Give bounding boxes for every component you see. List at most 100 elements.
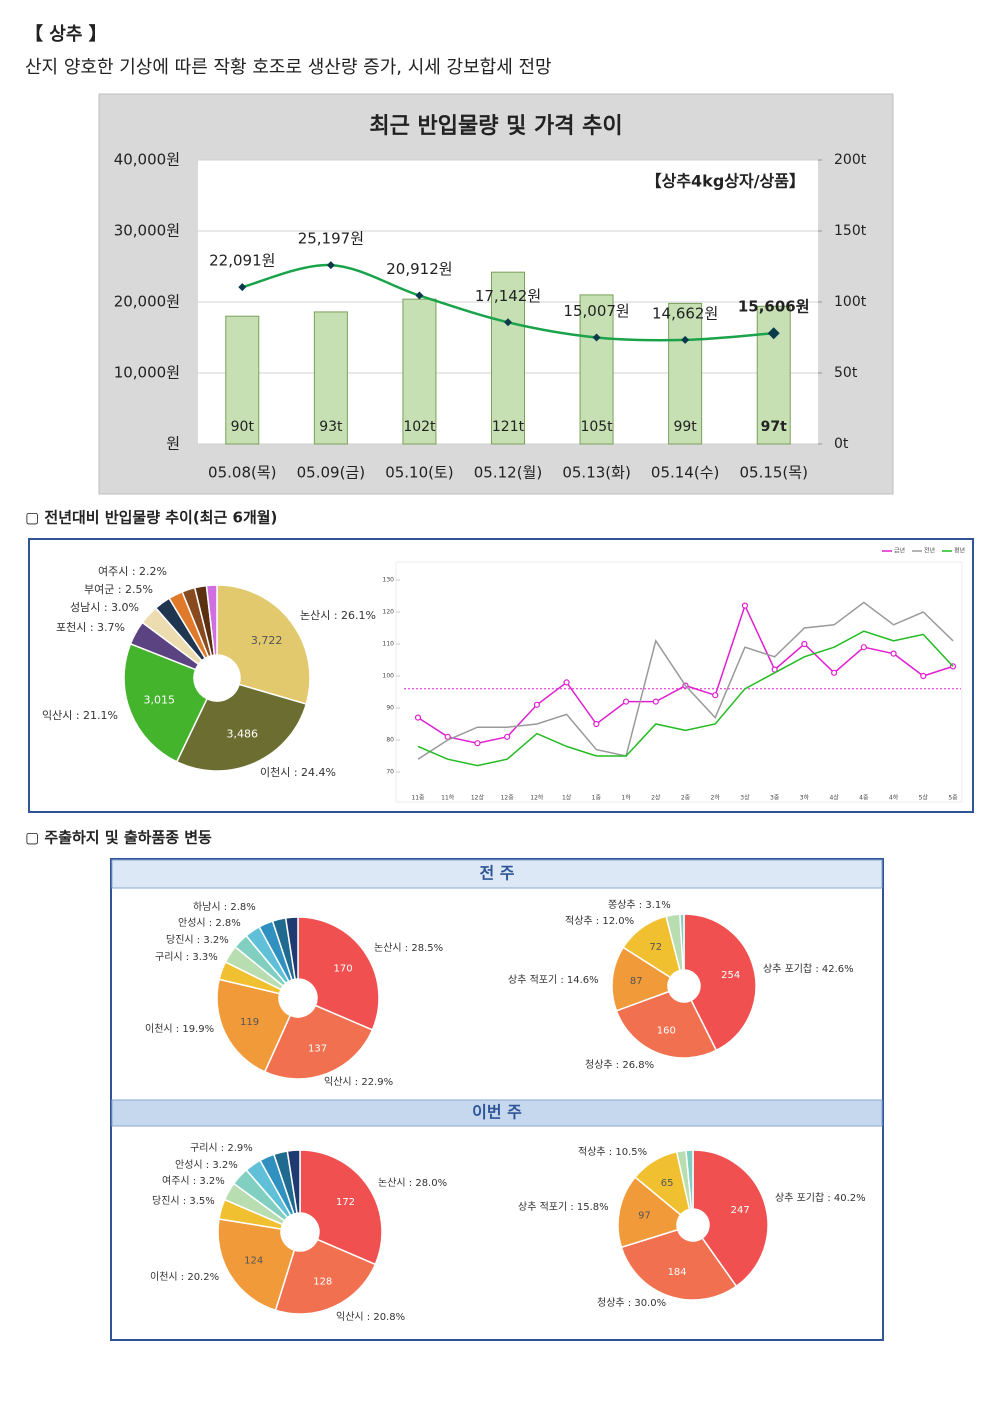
- slice-amount-label: 184: [668, 1267, 687, 1278]
- x-tick-label: 05.10(토): [385, 464, 453, 482]
- section-heading: ▢ 전년대비 반입물량 추이(최근 6개월): [25, 509, 277, 527]
- section-heading: ▢ 주출하지 및 출하품종 변동: [25, 829, 212, 847]
- slice-label: 익산시 : 22.9%: [324, 1076, 393, 1088]
- donut-slice: [615, 990, 718, 1059]
- slice-label: 상추 적포기 : 15.8%: [518, 1201, 609, 1213]
- bar-value-label: 97t: [761, 419, 787, 435]
- price-point: [415, 291, 424, 300]
- bar-value-label: 105t: [580, 419, 613, 435]
- slice-label: 당진시 : 3.5%: [152, 1195, 215, 1207]
- series-point: [593, 720, 600, 728]
- bar-value-label: 99t: [673, 419, 697, 435]
- x-tick-label: 1중: [592, 795, 602, 802]
- bar: [402, 298, 437, 445]
- slice-amount-label: 128: [313, 1277, 332, 1288]
- slice-amount-label: 254: [721, 970, 740, 981]
- page-title: 【 상추 】: [25, 24, 107, 45]
- slice-label: 논산시 : 28.0%: [378, 1177, 447, 1189]
- price-label: 14,662원: [652, 304, 718, 322]
- slice-label: 이천시 : 24.4%: [260, 765, 336, 779]
- price-point: [592, 333, 601, 342]
- y-tick-label: 20,000원: [114, 293, 180, 311]
- y-tick-label: 30,000원: [114, 222, 180, 240]
- y-tick-label: 100: [383, 673, 395, 680]
- slice-label: 포천시 : 3.7%: [56, 620, 125, 634]
- slice-label: 논산시 : 26.1%: [300, 609, 376, 622]
- slice-label: 하남시 : 2.8%: [193, 900, 256, 913]
- x-tick-label: 3하: [800, 794, 810, 802]
- price-label: 25,197원: [298, 230, 364, 248]
- bar: [225, 315, 260, 445]
- series-point: [652, 698, 659, 705]
- slice-label: 익산시 : 20.8%: [336, 1311, 405, 1323]
- slice-amount-label: 119: [240, 1017, 259, 1028]
- x-tick-label: 05.08(목): [208, 464, 276, 482]
- slice-label: 여주시 : 2.2%: [98, 565, 167, 578]
- slice-label: 이천시 : 19.9%: [145, 1023, 214, 1035]
- slice-label: 적상추 : 12.0%: [565, 915, 634, 927]
- slice-amount-label: 87: [630, 976, 643, 987]
- slice-label: 논산시 : 28.5%: [374, 942, 443, 954]
- bar: [668, 302, 703, 445]
- slice-amount-label: 65: [661, 1178, 674, 1189]
- y-tick-label: 70: [386, 769, 394, 776]
- slice-amount-label: 3,722: [251, 634, 283, 647]
- legend-label: 전년: [924, 547, 935, 555]
- x-tick-label: 05.15(목): [739, 464, 807, 482]
- x-tick-label: 4상: [829, 794, 839, 802]
- slice-label: 안성시 : 3.2%: [175, 1159, 238, 1171]
- donut-slice: [679, 913, 685, 971]
- y-tick-label: 80: [386, 737, 394, 744]
- x-tick-label: 12중: [501, 795, 515, 802]
- slice-amount-label: 72: [649, 942, 662, 953]
- series-line: [417, 630, 954, 767]
- slice-label: 상추 적포기 : 14.6%: [508, 974, 599, 986]
- x-tick-label: 05.09(금): [297, 464, 365, 482]
- x-tick-label: 05.14(수): [651, 464, 719, 482]
- y-tick-label: 40,000원: [114, 151, 180, 169]
- x-tick-label: 1하: [621, 794, 631, 802]
- price-point: [681, 335, 690, 344]
- x-tick-label: 2중: [681, 795, 691, 802]
- panel-header: [111, 859, 883, 889]
- slice-label: 청상추 : 26.8%: [585, 1059, 654, 1071]
- price-label: 20,912원: [386, 260, 452, 278]
- x-tick-label: 05.13(화): [562, 464, 630, 482]
- donut-slice: [685, 1149, 694, 1210]
- price-point: [238, 283, 247, 292]
- donut-slice: [216, 584, 311, 706]
- x-tick-label: 4중: [859, 795, 869, 802]
- series-point: [920, 672, 927, 680]
- series-point: [533, 701, 540, 708]
- panel-title: 전 주: [479, 864, 514, 883]
- panel-title: 이번 주: [472, 1103, 522, 1122]
- slice-label: 당진시 : 3.2%: [166, 934, 229, 946]
- donut-slice: [284, 916, 299, 981]
- x-tick-label: 2하: [711, 794, 721, 802]
- slice-label: 이천시 : 20.2%: [150, 1271, 219, 1283]
- slice-amount-label: 137: [308, 1043, 327, 1054]
- x-tick-label: 4하: [889, 794, 899, 802]
- page-subtitle: 산지 양호한 기상에 따른 작황 호조로 생산량 증가, 시세 강보합세 전망: [25, 57, 552, 78]
- series-point: [831, 669, 838, 676]
- donut-slice: [274, 1238, 377, 1315]
- donut-slice: [216, 978, 292, 1073]
- price-label: 17,142원: [475, 287, 541, 305]
- slice-label: 청상추 : 30.0%: [597, 1297, 666, 1309]
- series-point: [801, 640, 808, 648]
- x-tick-label: 11하: [441, 794, 455, 802]
- donut-slice: [299, 1149, 383, 1266]
- x-tick-label: 11중: [411, 795, 425, 802]
- slice-amount-label: 3,486: [226, 728, 258, 741]
- x-tick-label: 5상: [919, 794, 929, 802]
- series-point: [474, 740, 481, 747]
- donut-slice: [263, 1004, 374, 1080]
- donut-slice: [611, 946, 672, 1012]
- y-tick-label: 90: [386, 705, 394, 712]
- series-point: [741, 602, 749, 609]
- series-point: [563, 679, 570, 686]
- bar: [491, 271, 525, 445]
- donut-slice: [123, 642, 209, 763]
- donut-slice: [620, 1228, 738, 1301]
